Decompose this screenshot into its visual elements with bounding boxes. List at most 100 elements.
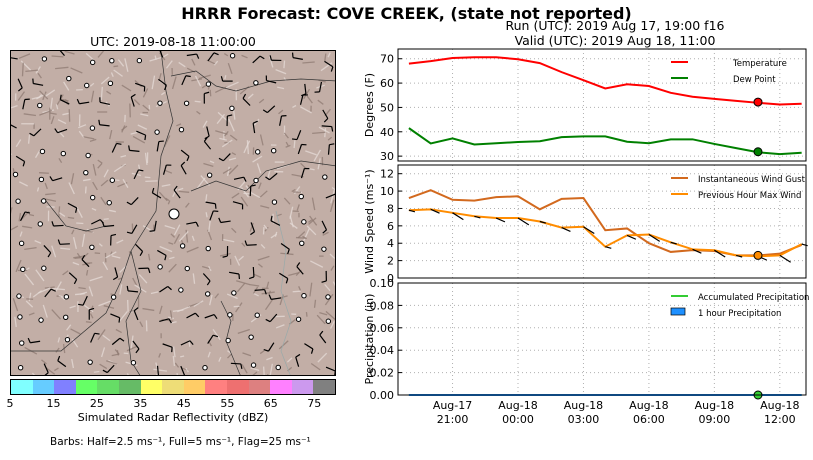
x-tick-label: Aug-18 [629, 399, 668, 412]
wind-barb [53, 224, 64, 227]
wind-barb [57, 360, 67, 368]
wind-barb-flag [285, 278, 289, 284]
wind-barb-flag [164, 85, 167, 91]
calm-station-marker [39, 148, 46, 155]
terrain-ridge [44, 89, 56, 98]
terrain-ridge [241, 242, 246, 247]
terrain-ridge [288, 271, 300, 277]
wind-barb-flag [180, 161, 186, 167]
wind-barb [539, 220, 546, 224]
wind-barb-flag [218, 217, 222, 223]
wind-barb-flag [89, 307, 95, 311]
wind-barb [156, 365, 160, 375]
wind-barb-flag [295, 353, 301, 358]
x-tick-label: Aug-17 [433, 399, 472, 412]
county-border [125, 250, 142, 375]
wind-barb-flag [29, 132, 35, 137]
wind-barb [207, 334, 214, 344]
y-axis-label: Degrees (F) [363, 73, 376, 137]
wind-barb [561, 227, 571, 232]
chart-panel-1: 30 40 50 60 70 Degrees (F) Temperature Dew Poin… [363, 48, 807, 163]
calm-station-marker [184, 265, 190, 272]
terrain-ridge [257, 263, 263, 268]
wind-barb [162, 343, 173, 348]
terrain-ridge [45, 192, 56, 196]
wind-barb-flag [194, 312, 200, 318]
terrain-ridge [85, 269, 89, 276]
terrain-ridge [313, 149, 322, 162]
terrain-ridge [238, 255, 244, 261]
terrain-ridge [78, 130, 85, 139]
calm-station-marker [87, 359, 93, 365]
colorbar-swatch [183, 380, 206, 394]
terrain-ridge [137, 124, 148, 130]
terrain-ridge [252, 155, 263, 163]
calm-station-marker [110, 294, 117, 300]
terrain-ridge [173, 224, 181, 236]
terrain-ridge [259, 350, 265, 355]
wind-barb-flag [323, 118, 329, 123]
terrain-ridge [305, 311, 308, 317]
terrain-ridge [116, 239, 124, 244]
calm-station-marker [37, 221, 43, 227]
terrain-ridge [234, 255, 241, 266]
terrain-ridge [217, 111, 229, 123]
terrain-ridge [154, 55, 157, 60]
x-tick-label: Aug-18 [695, 399, 734, 412]
y-axis-label: Wind Speed (ms⁻¹) [363, 169, 376, 273]
terrain-ridge [92, 181, 98, 191]
wind-barb-flag [24, 211, 31, 214]
terrain-ridge [161, 91, 166, 96]
terrain-ridge [295, 236, 306, 239]
y-tick-label: 0.04 [370, 344, 395, 357]
wind-barb [222, 153, 231, 162]
wind-barb [180, 365, 186, 375]
terrain-ridge [312, 131, 326, 135]
terrain-ridge [252, 371, 258, 375]
terrain-ridge [240, 196, 249, 207]
terrain-ridge [228, 164, 239, 175]
wind-barb [714, 249, 726, 258]
terrain-ridge [296, 204, 300, 211]
wind-barb-flag [204, 91, 210, 95]
y-tick-label: 0.10 [370, 277, 395, 290]
terrain-ridge [225, 81, 239, 89]
y-tick-label: 30 [380, 150, 394, 163]
terrain-ridge [93, 370, 100, 373]
wind-barb [11, 124, 17, 129]
calm-station-marker [322, 174, 328, 180]
terrain-ridge [103, 169, 109, 178]
terrain-ridge [97, 159, 103, 164]
terrain-ridge [24, 246, 37, 251]
wind-barb [205, 201, 216, 205]
terrain-ridge [34, 150, 41, 159]
calm-station-marker [229, 53, 236, 59]
terrain-ridge [280, 252, 294, 256]
series-line [408, 56, 802, 106]
terrain-ridge [14, 316, 17, 328]
calm-station-marker [66, 75, 72, 82]
wind-barb [233, 176, 244, 180]
terrain-ridge [78, 124, 87, 129]
terrain-ridge [275, 69, 287, 75]
calm-station-marker [325, 318, 332, 324]
wind-barb-flag [186, 156, 190, 162]
wind-barb-flag [185, 75, 191, 78]
wind-barb-flag [94, 332, 100, 335]
calm-station-marker [38, 176, 45, 183]
terrain-ridge [103, 218, 109, 221]
terrain-ridge [178, 190, 190, 193]
wind-barb [59, 243, 70, 245]
terrain-ridge [186, 246, 199, 253]
terrain-ridge [165, 197, 170, 202]
terrain-ridge [257, 255, 270, 261]
calm-station-marker [17, 314, 23, 320]
wind-barb [299, 94, 304, 105]
wind-barb [43, 363, 49, 373]
wind-barb [252, 123, 256, 134]
terrain-ridge [250, 367, 260, 371]
terrain-ridge [150, 291, 159, 295]
terrain-ridge [214, 293, 220, 299]
wind-barb [173, 189, 181, 199]
terrain-ridge [317, 99, 324, 105]
